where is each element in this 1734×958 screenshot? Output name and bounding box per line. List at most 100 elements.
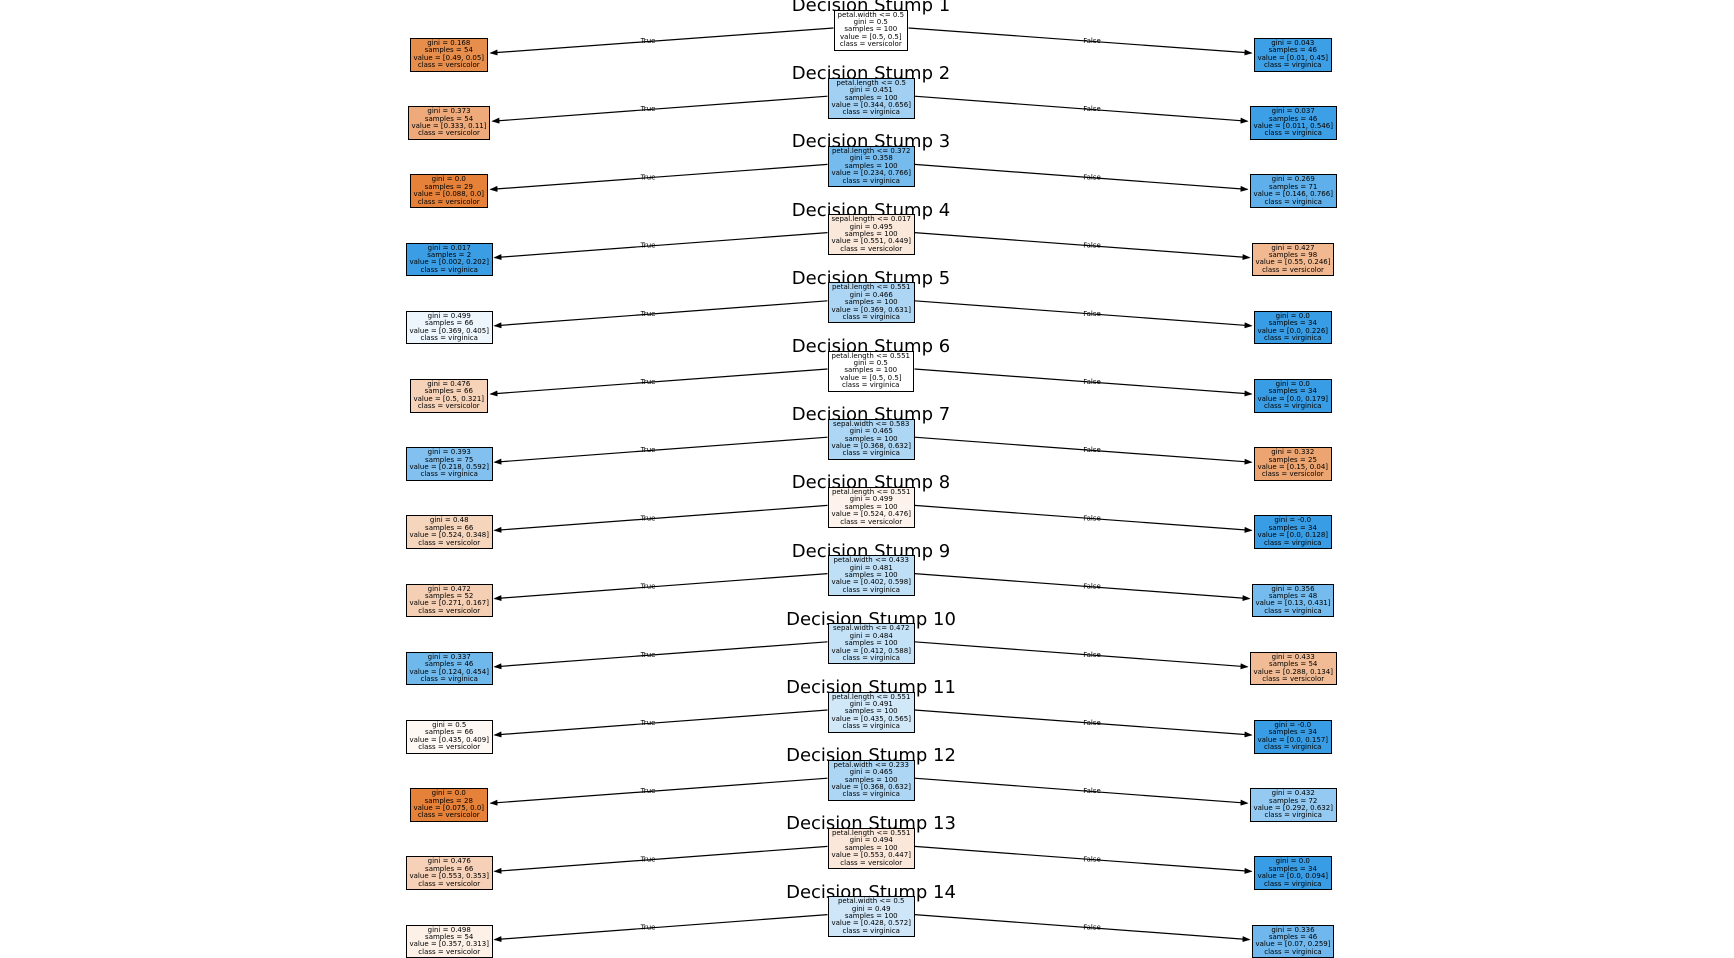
node-text-line: class = virginica bbox=[1264, 606, 1322, 615]
node-text-line: gini = 0.499 bbox=[849, 495, 893, 504]
node-text-line: samples = 46 bbox=[1268, 933, 1318, 941]
node-text-line: samples = 100 bbox=[844, 639, 898, 648]
node-text-line: samples = 66 bbox=[425, 319, 474, 328]
tree-node-right: gini = 0.432 samples = 72 value = [0.292, … bbox=[1249, 788, 1337, 822]
edge-false bbox=[914, 845, 1253, 874]
edge-false bbox=[914, 641, 1249, 670]
node-text-line: gini = 0.5 bbox=[853, 17, 888, 26]
node-text-line: value = [0.271, 0.167] bbox=[409, 599, 489, 608]
node-text-line: value = [0.0, 0.094] bbox=[1257, 872, 1329, 881]
node-text-line: value = [0.0, 0.226] bbox=[1257, 326, 1329, 335]
node-text-line: value = [0.011, 0.546] bbox=[1253, 122, 1333, 130]
node-text-line: gini = 0.5 bbox=[432, 721, 467, 729]
node-text-line: samples = 54 bbox=[424, 46, 473, 55]
edge-true bbox=[493, 504, 828, 533]
edge-label-false: False bbox=[1083, 855, 1101, 863]
node-text-line: petal.width <= 0.433 bbox=[833, 556, 909, 565]
node-text-line: petal.width <= 0.5 bbox=[837, 10, 905, 19]
node-text-line: samples = 72 bbox=[1269, 796, 1318, 805]
node-text-line: class = virginica bbox=[842, 312, 900, 321]
node-text-line: value = [0.333, 0.11] bbox=[411, 122, 487, 130]
node-text-line: samples = 71 bbox=[1269, 182, 1318, 191]
tree-node-right: gini = 0.433 samples = 54 value = [0.288, … bbox=[1249, 651, 1337, 686]
node-text-line: class = versicolor bbox=[418, 879, 481, 888]
node-text-line: value = [0.553, 0.447] bbox=[831, 851, 911, 860]
node-text-line: petal.length <= 0.372 bbox=[831, 146, 911, 155]
node-text-line: gini = 0.48 bbox=[429, 516, 469, 525]
edge-false bbox=[914, 709, 1253, 738]
node-text-line: value = [0.524, 0.476] bbox=[831, 510, 911, 519]
node-text-line: class = versicolor bbox=[417, 197, 480, 206]
node-text-line: class = virginica bbox=[842, 176, 900, 185]
tree-node-root: sepal.length <= 0.017 gini = 0.495 samples… bbox=[827, 214, 915, 256]
tree-node-root: sepal.width <= 0.472 gini = 0.484 samples … bbox=[827, 623, 915, 665]
edge-label-false: False bbox=[1083, 514, 1101, 522]
node-text-line: petal.length <= 0.5 bbox=[836, 78, 907, 87]
edge-label-false: False bbox=[1083, 105, 1101, 113]
node-text-line: value = [0.344, 0.656] bbox=[831, 100, 911, 109]
node-text-line: class = virginica bbox=[420, 334, 478, 343]
tree-node-left: gini = 0.373 samples = 54 value = [0.333, … bbox=[407, 106, 491, 140]
node-text-line: value = [0.369, 0.405] bbox=[409, 326, 489, 335]
node-text-line: samples = 100 bbox=[844, 93, 898, 102]
node-text-line: samples = 100 bbox=[844, 298, 898, 307]
edge-label-false: False bbox=[1083, 446, 1101, 454]
node-text-line: gini = 0.5 bbox=[853, 358, 888, 367]
node-text-line: samples = 100 bbox=[844, 434, 898, 443]
node-text-line: gini = 0.037 bbox=[1271, 107, 1315, 116]
node-text-line: class = versicolor bbox=[1261, 470, 1324, 479]
tree-node-left: gini = 0.0 samples = 29 value = [0.088, 0.… bbox=[409, 174, 489, 209]
node-text-line: samples = 34 bbox=[1268, 728, 1317, 737]
edge-true bbox=[489, 27, 834, 56]
tree-node-left: gini = 0.499 samples = 66 value = [0.369, … bbox=[405, 310, 493, 345]
node-text-line: class = versicolor bbox=[418, 538, 481, 547]
node-text-line: samples = 66 bbox=[425, 728, 474, 737]
tree-node-root: petal.length <= 0.551 gini = 0.466 samples… bbox=[827, 282, 915, 324]
node-text-line: petal.length <= 0.551 bbox=[831, 692, 911, 701]
node-text-line: value = [0.49, 0.05] bbox=[413, 53, 485, 62]
node-text-line: class = versicolor bbox=[418, 606, 481, 615]
node-text-line: samples = 75 bbox=[425, 455, 474, 464]
node-text-line: gini = 0.494 bbox=[849, 836, 893, 845]
node-text-line: class = virginica bbox=[842, 790, 900, 799]
node-text-line: gini = 0.476 bbox=[427, 380, 471, 388]
tree-node-root: petal.width <= 0.5 gini = 0.5 samples = 10… bbox=[833, 9, 909, 51]
node-text-line: samples = 29 bbox=[424, 182, 473, 191]
node-text-line: class = virginica bbox=[842, 926, 900, 935]
node-text-line: class = virginica bbox=[1264, 743, 1322, 752]
tree-node-root: petal.length <= 0.551 gini = 0.491 samples… bbox=[827, 691, 915, 733]
edge-true bbox=[493, 300, 828, 329]
node-text-line: gini = 0.0 bbox=[431, 789, 466, 798]
node-text-line: class = virginica bbox=[1264, 61, 1322, 70]
node-text-line: samples = 34 bbox=[1268, 523, 1317, 532]
edge-label-false: False bbox=[1083, 924, 1101, 932]
node-text-line: gini = 0.465 bbox=[849, 427, 893, 436]
node-text-line: class = virginica bbox=[842, 653, 900, 662]
tree-node-right: gini = 0.336 samples = 46 value = [0.07, 0… bbox=[1251, 924, 1335, 958]
node-text-line: value = [0.075, 0.0] bbox=[413, 804, 485, 812]
tree-node-root: petal.length <= 0.372 gini = 0.358 samples… bbox=[827, 145, 915, 187]
node-text-line: gini = 0.0 bbox=[1275, 857, 1310, 866]
node-text-line: samples = 54 bbox=[1269, 660, 1318, 669]
edge-label-true: True bbox=[640, 173, 656, 181]
node-text-line: petal.length <= 0.551 bbox=[831, 487, 911, 496]
node-text-line: value = [0.435, 0.565] bbox=[831, 714, 911, 723]
node-text-line: class = virginica bbox=[1264, 334, 1322, 343]
node-text-line: samples = 46 bbox=[1268, 46, 1317, 55]
node-text-line: gini = 0.168 bbox=[427, 39, 471, 47]
node-text-line: value = [0.368, 0.632] bbox=[831, 441, 911, 450]
node-text-line: gini = 0.498 bbox=[427, 925, 471, 934]
tree-node-left: gini = 0.48 samples = 66 value = [0.524, 0… bbox=[405, 515, 493, 550]
tree-node-left: gini = 0.393 samples = 75 value = [0.218, … bbox=[405, 447, 493, 481]
edge-label-true: True bbox=[640, 105, 656, 113]
node-text-line: value = [0.292, 0.632] bbox=[1253, 804, 1333, 812]
node-text-line: gini = 0.495 bbox=[849, 222, 893, 231]
node-text-line: class = virginica bbox=[1264, 538, 1322, 547]
node-text-line: class = virginica bbox=[1264, 197, 1322, 206]
tree-node-left: gini = 0.476 samples = 66 value = [0.5, 0.… bbox=[409, 379, 489, 413]
tree-node-left: gini = 0.337 samples = 46 value = [0.124, … bbox=[405, 651, 493, 686]
node-text-line: class = virginica bbox=[842, 585, 900, 594]
node-text-line: value = [0.551, 0.449] bbox=[831, 237, 911, 246]
tree-node-left: gini = 0.476 samples = 66 value = [0.553, … bbox=[405, 856, 493, 891]
edge-false bbox=[914, 573, 1251, 602]
